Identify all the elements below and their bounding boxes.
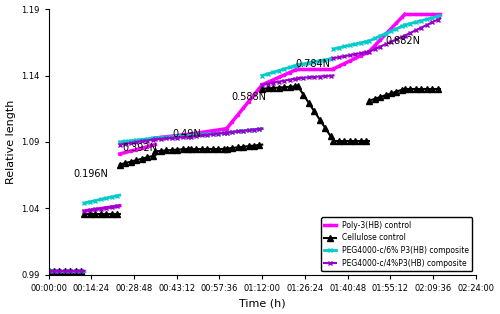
Text: 0.49N: 0.49N [172,129,201,139]
Y-axis label: Relative length: Relative length [6,100,16,184]
X-axis label: Time (h): Time (h) [239,298,286,308]
Text: 0.588N: 0.588N [232,92,266,102]
Legend: Poly-3(HB) control, Cellulose control, PEG4000-c/6% P3(HB) composite, PEG4000-c/: Poly-3(HB) control, Cellulose control, P… [322,218,472,271]
Text: 0.882N: 0.882N [385,36,420,46]
Text: 0.392N: 0.392N [122,143,158,153]
Text: 0.784N: 0.784N [296,59,331,69]
Text: 0.196N: 0.196N [73,169,108,179]
